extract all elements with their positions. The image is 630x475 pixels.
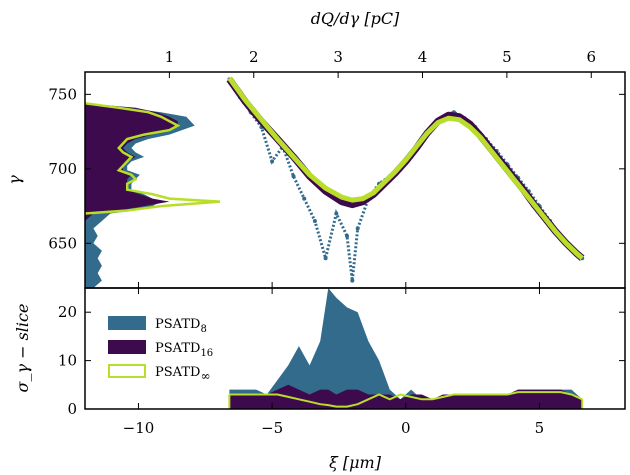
y-tick-label: 20 <box>58 303 77 321</box>
y-tick-label: 750 <box>48 85 77 103</box>
series-path <box>228 78 584 281</box>
top-x-tick-label: 4 <box>418 48 428 66</box>
bottom-x-axis: −10 −5 0 5 <box>123 288 545 437</box>
gamma-scatter-series <box>226 76 585 283</box>
top-y-axis-label: γ <box>5 175 24 185</box>
bottom-plot-frame <box>84 287 626 410</box>
top-y-axis: 650 700 750 <box>48 85 625 252</box>
legend-label-psatd16: PSATD16 <box>155 341 213 359</box>
x-tick-label: −5 <box>261 419 283 437</box>
line-series-inf <box>229 391 583 408</box>
x-tick-label: −10 <box>123 419 155 437</box>
top-panel: 650 700 750 1 2 3 4 5 6 dQ/dγ [pC] γ <box>5 9 626 289</box>
top-x-axis: 1 2 3 4 5 6 <box>137 48 596 288</box>
y-tick-label: 0 <box>67 400 77 418</box>
x-tick-label: 0 <box>401 419 411 437</box>
top-x-tick-label: 6 <box>586 48 596 66</box>
legend-swatch-psatdinf <box>108 364 146 378</box>
top-x-tick-label: 3 <box>333 48 343 66</box>
legend-label-psatd8: PSATD8 <box>155 317 207 335</box>
legend-label-psatdinf: PSATD∞ <box>155 365 210 383</box>
bottom-y-axis-label: σ_γ − slice <box>13 304 32 393</box>
histogram-psatd16 <box>85 103 178 288</box>
series-0 <box>227 77 585 283</box>
top-x-axis-label: dQ/dγ [pC] <box>311 9 400 28</box>
bottom-y-axis: 0 10 20 <box>58 303 625 418</box>
series-2 <box>227 76 584 261</box>
legend: PSATD8 PSATD16 PSATD∞ <box>108 316 213 383</box>
series-path <box>227 76 584 261</box>
top-x-tick-label: 2 <box>249 48 259 66</box>
legend-swatch-psatd8 <box>108 316 146 330</box>
slice-energy-spread-areas <box>228 288 584 409</box>
series-1 <box>226 77 585 261</box>
legend-swatch-psatd16 <box>108 340 146 354</box>
top-x-tick-label: 5 <box>502 48 512 66</box>
series-path <box>226 77 585 261</box>
gamma-histogram <box>85 102 221 288</box>
histogram-psatdinf <box>85 102 221 215</box>
area-series-0 <box>229 288 583 409</box>
y-tick-label: 650 <box>48 234 77 252</box>
bottom-panel: 0 10 20 −10 −5 0 5 ξ [μm] σ_γ − slice PSATD8 … <box>13 287 626 472</box>
y-tick-label: 700 <box>48 160 77 178</box>
x-tick-label: 5 <box>535 419 545 437</box>
top-x-tick-label: 1 <box>165 48 175 66</box>
y-tick-label: 10 <box>58 352 77 370</box>
bottom-x-axis-label: ξ [μm] <box>329 453 382 472</box>
